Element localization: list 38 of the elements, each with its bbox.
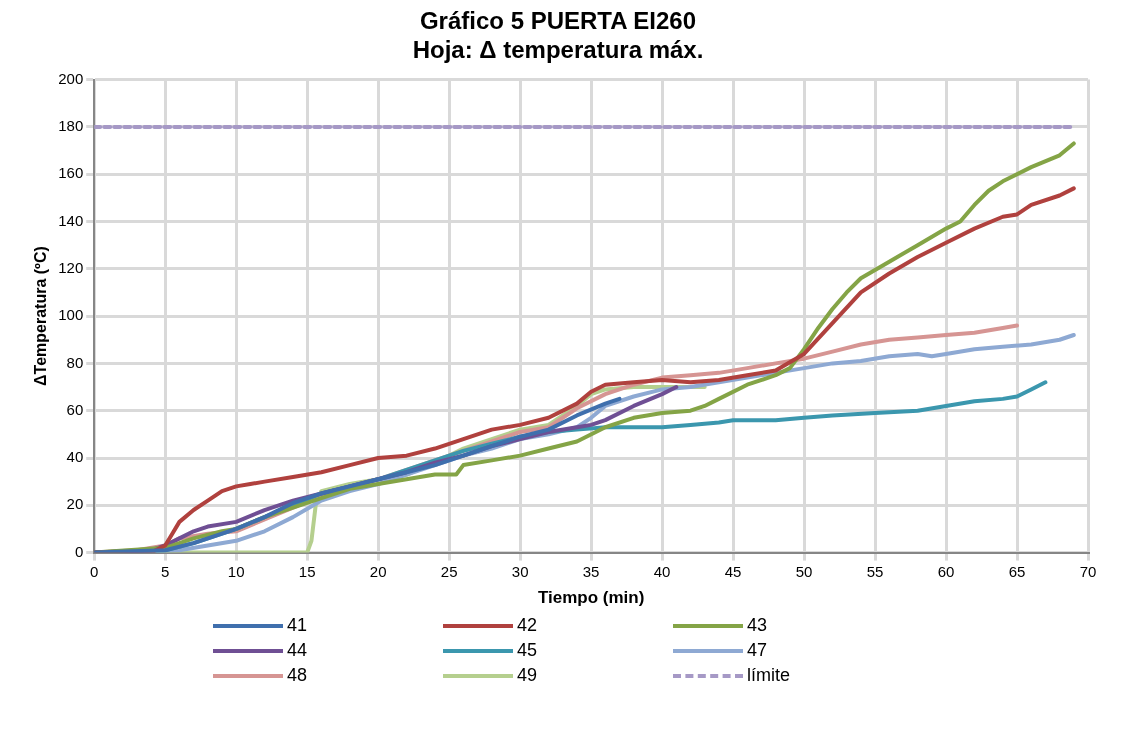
x-tick-label: 70 <box>1079 562 1097 580</box>
y-tick-label: 0 <box>74 542 84 560</box>
legend-label: 41 <box>287 615 308 636</box>
y-tick-label: 120 <box>58 258 84 276</box>
y-tick-label: 100 <box>58 306 84 324</box>
legend-label: 43 <box>747 615 768 636</box>
x-tick-label: 40 <box>653 562 671 580</box>
y-tick-label: 200 <box>58 69 84 87</box>
legend-label: 49 <box>517 665 538 686</box>
x-tick-label: 25 <box>440 562 458 580</box>
x-tick-label: 30 <box>511 562 529 580</box>
x-tick-label: 60 <box>937 562 955 580</box>
chart-title: Gráfico 5 PUERTA EI260 Hoja: Δ temperatura máx. <box>412 7 704 63</box>
legend-label: 47 <box>747 640 768 661</box>
x-tick-label: 5 <box>161 562 170 580</box>
x-tick-label: 55 <box>866 562 884 580</box>
y-tick-label: 180 <box>58 117 84 135</box>
x-tick-label: 0 <box>90 562 99 580</box>
legend-label: 45 <box>517 640 538 661</box>
y-tick-label: 20 <box>66 495 84 513</box>
x-tick-label: 45 <box>724 562 742 580</box>
legend-label: límite <box>747 665 791 686</box>
y-axis-title: ΔTemperatura (ºC) <box>32 246 50 386</box>
y-tick-label: 160 <box>58 164 84 182</box>
x-axis-title: Tiempo (min) <box>537 588 645 608</box>
x-tick-label: 65 <box>1008 562 1026 580</box>
x-tick-label: 10 <box>227 562 245 580</box>
x-tick-label: 15 <box>298 562 316 580</box>
legend-label: 42 <box>517 615 538 636</box>
x-tick-label: 35 <box>582 562 600 580</box>
y-tick-label: 60 <box>66 400 84 418</box>
y-tick-label: 80 <box>66 353 84 371</box>
y-tick-label: 140 <box>58 211 84 229</box>
legend-label: 48 <box>287 665 308 686</box>
x-tick-label: 50 <box>795 562 813 580</box>
legend-label: 44 <box>287 640 308 661</box>
x-tick-label: 20 <box>369 562 387 580</box>
y-tick-label: 40 <box>66 448 84 466</box>
